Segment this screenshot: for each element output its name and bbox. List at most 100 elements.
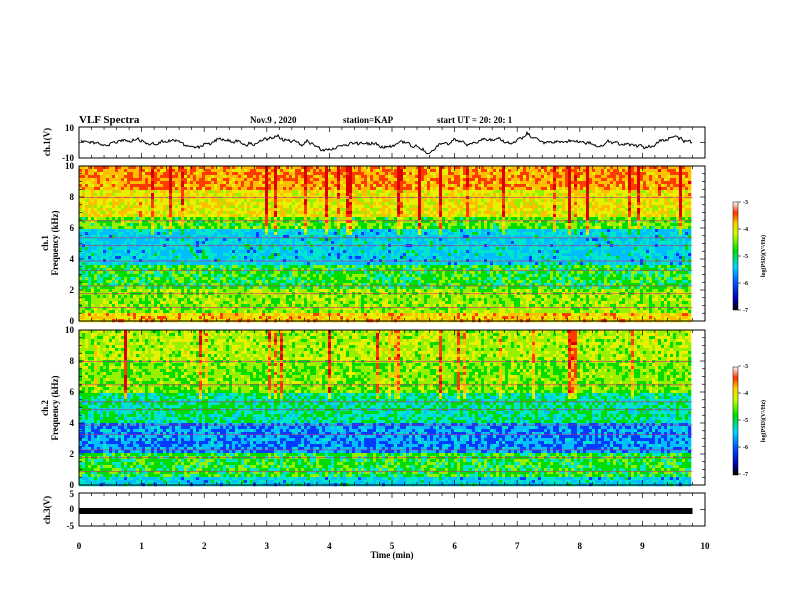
spectrogram-cell: [682, 172, 686, 176]
spectrogram-cell: [448, 172, 452, 176]
spectrogram-cell: [178, 217, 182, 221]
spectrogram-cell: [277, 235, 281, 239]
spectrogram-cell: [313, 193, 317, 197]
spectrogram-cell: [82, 199, 86, 203]
spectrogram-cell: [559, 220, 563, 224]
spectrogram-cell: [490, 190, 494, 194]
spectrogram-cell: [124, 229, 128, 233]
spectrogram-cell: [679, 205, 683, 209]
spectrogram-cell: [424, 232, 428, 236]
spectrogram-cell: [508, 199, 512, 203]
spectrogram-cell: [193, 211, 197, 215]
spectrogram-cell: [496, 184, 500, 188]
spectrogram-cell: [430, 178, 434, 182]
spectrogram-cell: [619, 202, 623, 206]
spectrogram-cell: [517, 166, 521, 170]
spectrogram-cell: [145, 178, 149, 182]
spectrogram-cell: [643, 169, 647, 173]
spectrogram-cell: [88, 211, 92, 215]
spectrogram-cell: [277, 187, 281, 191]
spectrogram-cell: [391, 181, 395, 185]
spectrogram-cell: [505, 169, 509, 173]
spectrogram-cell: [271, 181, 275, 185]
spectrogram-cell: [682, 175, 686, 179]
spectrogram-cell: [673, 208, 677, 212]
spectrogram-cell: [109, 193, 113, 197]
spectrogram-cell: [256, 229, 260, 233]
spectrogram-cell: [211, 202, 215, 206]
spectrogram-cell: [451, 214, 455, 218]
spectrogram-cell: [343, 169, 347, 173]
spectrogram-cell: [586, 166, 590, 170]
spectrogram-cell: [505, 235, 509, 239]
spectrogram-cell: [673, 217, 677, 221]
spectrogram-cell: [328, 184, 332, 188]
spectrogram-cell: [109, 178, 113, 182]
spectrogram-cell: [397, 175, 401, 179]
spectrogram-cell: [385, 169, 389, 173]
spectrogram-cell: [208, 220, 212, 224]
spectrogram-cell: [442, 181, 446, 185]
spectrogram-cell: [313, 217, 317, 221]
spectrogram-cell: [151, 220, 155, 224]
spectrogram-cell: [121, 175, 125, 179]
spectrogram-cell: [319, 184, 323, 188]
spectrogram-cell: [100, 190, 104, 194]
spectrogram-cell: [343, 166, 347, 170]
spectrogram-cell: [139, 205, 143, 209]
spectrogram-cell: [136, 166, 140, 170]
spectrogram-cell: [487, 202, 491, 206]
spectrogram-cell: [649, 184, 653, 188]
spectrogram-cell: [382, 166, 386, 170]
spectrogram-cell: [472, 235, 476, 239]
spectrogram-cell: [421, 220, 425, 224]
spectrogram-cell: [310, 178, 314, 182]
spectrogram-cell: [211, 193, 215, 197]
spectrogram-cell: [637, 187, 641, 191]
spectrogram-cell: [616, 199, 620, 203]
spectrogram-cell: [685, 208, 689, 212]
spectrogram-cell: [214, 175, 218, 179]
spectrogram-cell: [619, 166, 623, 170]
spectrogram-cell: [649, 193, 653, 197]
spectrogram-cell: [178, 202, 182, 206]
spectrogram-cell: [109, 184, 113, 188]
spectrogram-cell: [163, 217, 167, 221]
spectrogram-cell: [481, 208, 485, 212]
spectrogram-cell: [508, 190, 512, 194]
spectrogram-cell: [214, 226, 218, 230]
spectrogram-cell: [277, 166, 281, 170]
spectrogram-cell: [223, 226, 227, 230]
spectrogram-cell: [358, 208, 362, 212]
spectrogram-cell: [664, 232, 668, 236]
spectrogram-cell: [352, 181, 356, 185]
spectrogram-cell: [157, 217, 161, 221]
spectrogram-cell: [640, 175, 644, 179]
spectrogram-cell: [448, 202, 452, 206]
spectrogram-cell: [376, 214, 380, 218]
spectrogram-cell: [163, 175, 167, 179]
spectrogram-cell: [535, 217, 539, 221]
spectrogram-cell: [583, 187, 587, 191]
spectrogram-cell: [622, 190, 626, 194]
spectrogram-cell: [364, 232, 368, 236]
spectrogram-cell: [199, 211, 203, 215]
spectrogram-cell: [643, 202, 647, 206]
spectrogram-cell: [475, 166, 479, 170]
spectrogram-cell: [100, 187, 104, 191]
spectrogram-cell: [415, 214, 419, 218]
spectrogram-cell: [481, 214, 485, 218]
spectrogram-cell: [196, 184, 200, 188]
spectrogram-cell: [175, 172, 179, 176]
spectrogram-cell: [280, 226, 284, 230]
spectrogram-cell: [151, 187, 155, 191]
spectrogram-cell: [604, 190, 608, 194]
spectrogram-cell: [91, 166, 95, 170]
spectrogram-cell: [616, 184, 620, 188]
spectrogram-cell: [598, 187, 602, 191]
spectrogram-cell: [502, 205, 506, 209]
spectrogram-cell: [301, 166, 305, 170]
spectrogram-cell: [88, 229, 92, 233]
spectrogram-cell: [415, 202, 419, 206]
spectrogram-cell: [121, 223, 125, 227]
